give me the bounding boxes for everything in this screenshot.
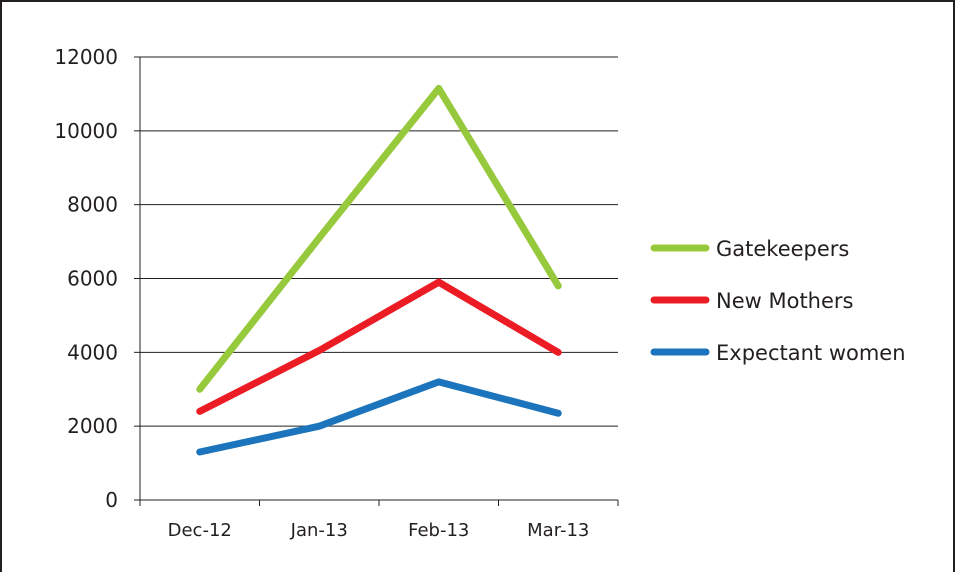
legend-label-expectant-women: Expectant women xyxy=(716,341,906,365)
y-tick-label: 2000 xyxy=(67,414,118,438)
y-tick-label: 6000 xyxy=(67,267,118,291)
series-line-gatekeepers xyxy=(196,84,562,393)
x-tick-label: Feb-13 xyxy=(408,520,469,541)
axes xyxy=(134,56,619,506)
legend-label-new-mothers: New Mothers xyxy=(716,289,853,313)
legend: Gatekeepers New Mothers Expectant women xyxy=(650,237,906,365)
x-tick-label: Mar-13 xyxy=(527,520,589,541)
series-line-new-mothers xyxy=(196,278,562,415)
y-tick-labels: 0 2000 4000 6000 8000 10000 12000 xyxy=(54,45,118,512)
y-tick-label: 4000 xyxy=(67,340,118,364)
y-tick-label: 0 xyxy=(105,488,118,512)
y-tick-label: 12000 xyxy=(54,45,118,69)
gridlines xyxy=(140,56,618,427)
y-tick-label: 8000 xyxy=(67,193,118,217)
series-lines xyxy=(196,84,562,456)
x-tick-label: Jan-13 xyxy=(290,520,348,541)
y-tick-label: 10000 xyxy=(54,119,118,143)
series-line-expectant-women xyxy=(196,378,562,456)
legend-label-gatekeepers: Gatekeepers xyxy=(716,237,849,261)
x-tick-labels: Dec-12 Jan-13 Feb-13 Mar-13 xyxy=(168,520,590,541)
x-tick-label: Dec-12 xyxy=(168,520,232,541)
